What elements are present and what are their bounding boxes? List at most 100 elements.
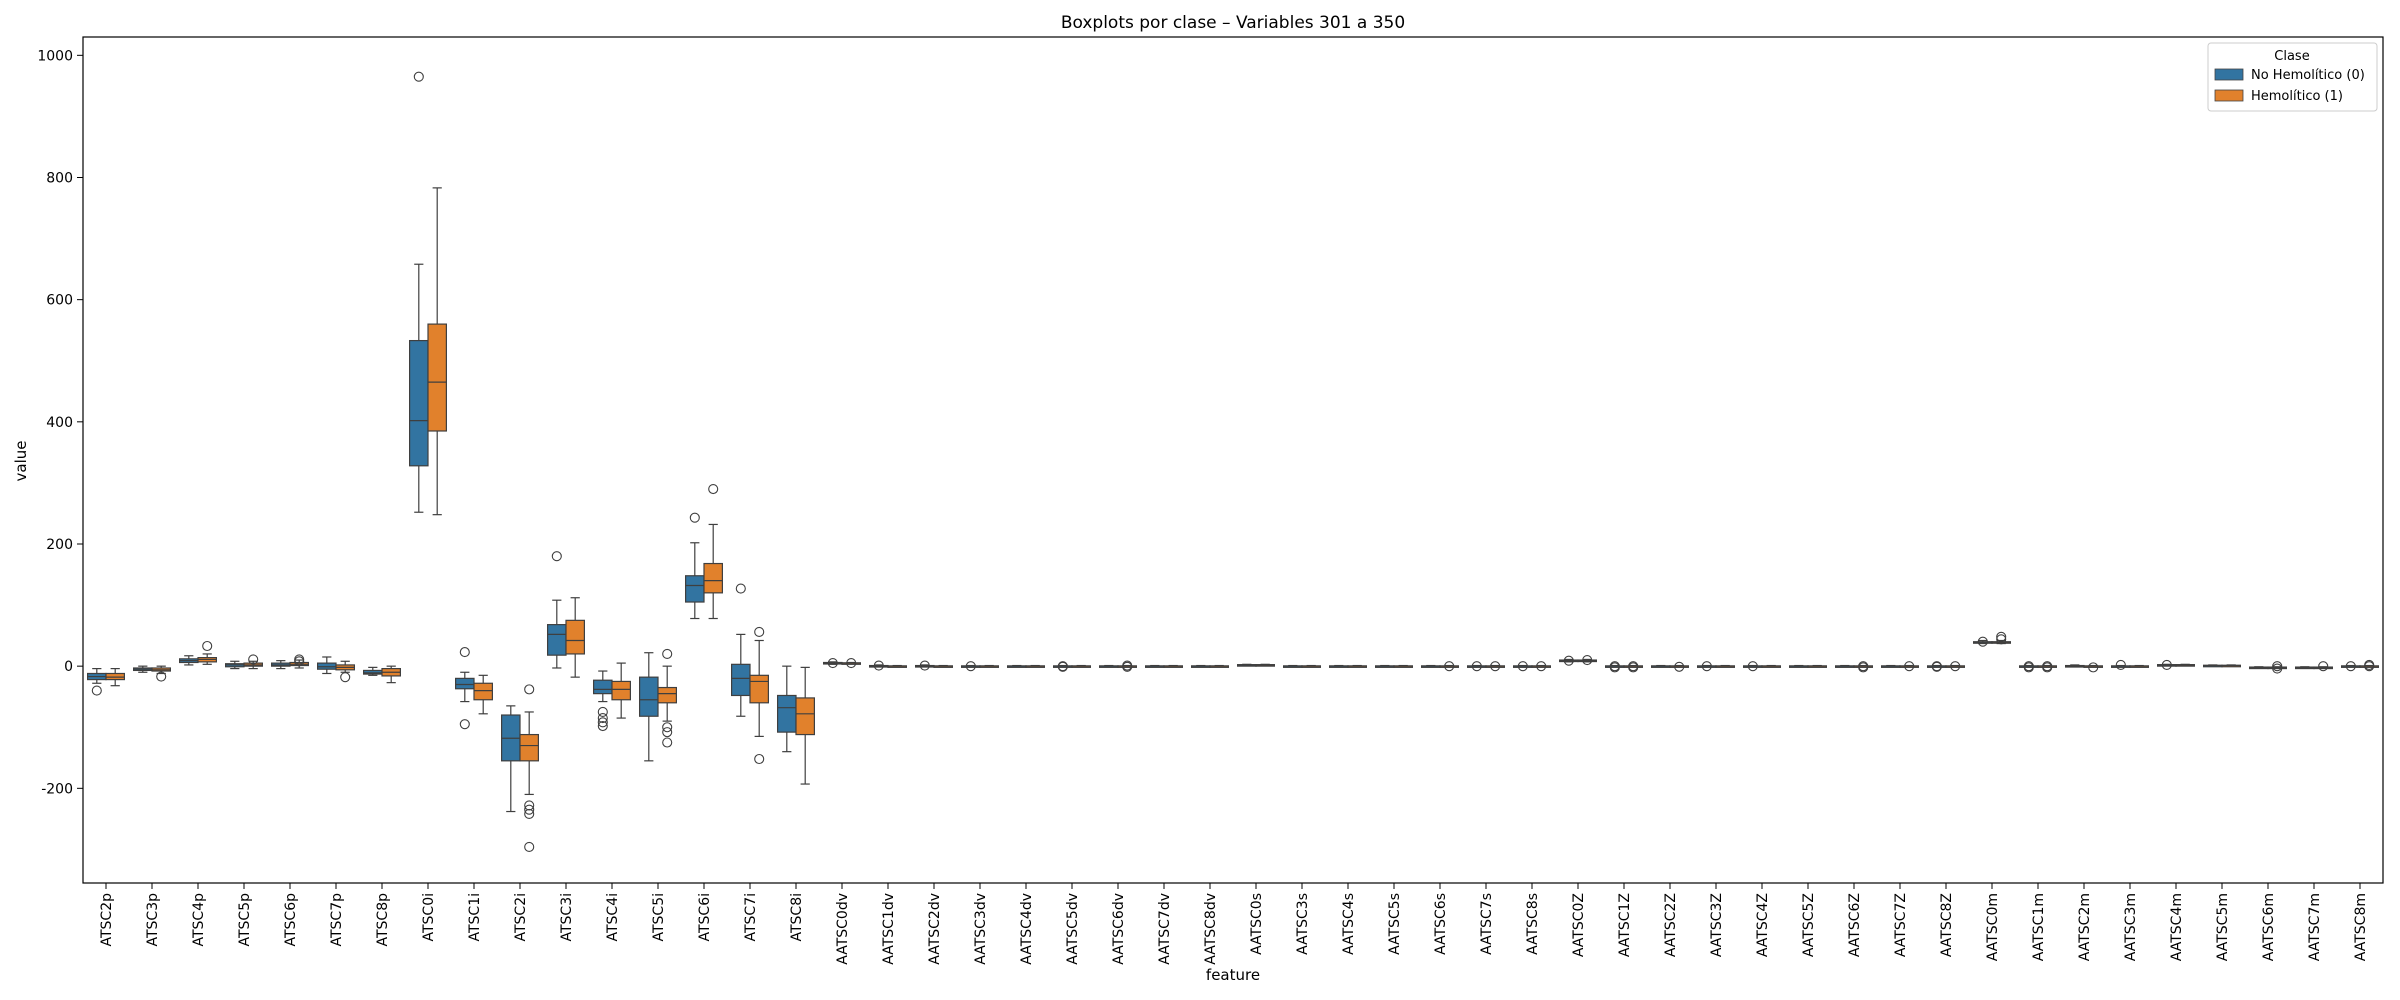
x-tick-label-atsc7i: ATSC7i (743, 893, 759, 942)
box-atsc2i-s1-outlier (524, 808, 535, 820)
box-atsc4i-s0-outlier (597, 720, 608, 732)
x-tick-label-atsc5p: ATSC5p (237, 893, 253, 947)
box-atsc3i-s1-iqr (565, 619, 585, 655)
box-atsc5i-s1-outlier (662, 737, 673, 748)
box-aatsc6s-s1-outlier (1444, 661, 1455, 672)
legend-label-hemolitico: Hemolítico (1) (2251, 89, 2343, 104)
legend-frame (2207, 42, 2378, 112)
x-tick-label-atsc6i: ATSC6i (697, 893, 713, 942)
box-atsc8i-s0-iqr (776, 694, 797, 733)
box-aatsc4z-s0-outlier (1747, 661, 1758, 672)
y-tick-label: -200 (41, 781, 73, 797)
x-tick-label-aatsc7m: AATSC7m (2307, 893, 2323, 961)
box-atsc5i-s1-outlier (662, 722, 673, 733)
box-atsc6i-s1-iqr (703, 562, 723, 594)
x-tick-label-aatsc2dv: AATSC2dv (927, 893, 943, 965)
y-tick-label: 1000 (37, 48, 73, 64)
x-tick-label-aatsc6z: AATSC6Z (1847, 893, 1863, 957)
box-atsc8p-s0-iqr (363, 669, 383, 675)
x-tick-label-aatsc3dv: AATSC3dv (973, 893, 989, 965)
x-tick-label-aatsc3s: AATSC3s (1295, 893, 1311, 955)
x-tick-label-aatsc3z: AATSC3Z (1709, 893, 1725, 957)
x-tick-label-atsc2p: ATSC2p (99, 893, 115, 947)
box-aatsc4m-s0-outlier (2161, 659, 2172, 670)
box-aatsc0z-s1-outlier (1582, 654, 1593, 666)
box-atsc7i-s0-iqr (730, 663, 751, 697)
x-tick-label-atsc8i: ATSC8i (789, 893, 805, 942)
box-atsc4i-s1-iqr (611, 680, 631, 701)
x-tick-label-aatsc4dv: AATSC4dv (1019, 893, 1035, 965)
box-atsc5i-s1-outlier (662, 648, 673, 659)
x-tick-label-aatsc1dv: AATSC1dv (881, 893, 897, 965)
box-atsc7i-s1-outlier (754, 626, 765, 637)
legend-swatch-no-hemolitico (2214, 68, 2244, 81)
box-atsc6p-s1-outlier (294, 654, 305, 665)
x-tick-label-aatsc5s: AATSC5s (1387, 893, 1403, 955)
box-aatsc6dv-s1-outlier (1122, 660, 1133, 671)
box-aatsc2dv-s0-outlier (919, 660, 930, 671)
x-tick-label-aatsc2z: AATSC2Z (1663, 893, 1679, 957)
plot-area: -200 0 200 400 600 800 1000 ATSC2p ATSC3p ATSC4p A… (37, 48, 2379, 965)
box-aatsc1m-s0-outlier (2023, 662, 2034, 673)
x-tick-label-atsc6p: ATSC6p (283, 893, 299, 947)
x-tick-label-aatsc4m: AATSC4m (2169, 893, 2185, 961)
x-tick-label-aatsc5z: AATSC5Z (1801, 893, 1817, 957)
box-atsc3i-s0-iqr (546, 624, 567, 656)
box-atsc5i-s1-outlier (662, 727, 673, 738)
x-tick-label-aatsc5dv: AATSC5dv (1065, 893, 1081, 965)
box-atsc6i-s0-outlier (689, 512, 700, 523)
y-tick-label: 200 (46, 537, 73, 553)
box-atsc5i-s1-iqr (657, 686, 677, 704)
box-aatsc7s-s0-outlier (1471, 661, 1482, 672)
box-aatsc8s-s0-outlier (1517, 661, 1528, 672)
x-tick-label-atsc4p: ATSC4p (191, 893, 207, 947)
box-atsc1i-s1-iqr (473, 682, 493, 701)
x-tick-label-aatsc6dv: AATSC6dv (1111, 893, 1127, 965)
y-tick-label: 800 (46, 170, 73, 186)
x-tick-label-aatsc1m: AATSC1m (2031, 893, 2047, 961)
box-aatsc1z-s0-outlier (1609, 662, 1620, 673)
box-aatsc8z-s1-outlier (1950, 661, 1961, 672)
box-aatsc2m-s1-outlier (2088, 662, 2099, 673)
x-tick-label-atsc3i: ATSC3i (559, 893, 575, 942)
x-tick-label-atsc0i: ATSC0i (421, 893, 437, 942)
box-aatsc1dv-s0-outlier (873, 660, 884, 671)
box-atsc0i-s1-iqr (427, 323, 447, 432)
x-tick-label-aatsc0s: AATSC0s (1249, 893, 1265, 955)
box-atsc5i-s0-iqr (638, 676, 659, 717)
x-tick-label-aatsc4s: AATSC4s (1341, 893, 1357, 955)
box-aatsc0m-s1-outlier (1996, 634, 2007, 645)
box-atsc2i-s1-outlier (524, 841, 535, 853)
x-tick-label-aatsc6s: AATSC6s (1433, 893, 1449, 955)
box-aatsc8m-s1-outlier (2364, 659, 2375, 670)
box-atsc0i-s0-outlier (413, 71, 424, 82)
box-aatsc3m-s0-outlier (2115, 659, 2126, 670)
box-atsc2i-s1-outlier (524, 684, 535, 695)
box-atsc1i-s0-outlier (459, 647, 470, 658)
x-tick-label-aatsc0z: AATSC0Z (1571, 893, 1587, 957)
x-tick-label-atsc3p: ATSC3p (145, 893, 161, 947)
box-atsc2i-s1-outlier (524, 804, 535, 815)
y-axis-title: value (12, 441, 30, 482)
x-tick-label-aatsc7s: AATSC7s (1479, 893, 1495, 955)
box-atsc2p-s0-outlier (91, 685, 102, 696)
x-tick-label-aatsc8m: AATSC8m (2353, 893, 2369, 961)
x-tick-label-aatsc7z: AATSC7Z (1893, 893, 1909, 957)
box-atsc7i-s1-outlier (754, 753, 765, 765)
box-atsc8i-s1-iqr (795, 697, 815, 736)
y-tick-label: 400 (46, 415, 73, 431)
x-tick-label-atsc5i: ATSC5i (651, 893, 667, 942)
box-atsc3p-s1-outlier (156, 671, 167, 682)
x-tick-label-aatsc0m: AATSC0m (1985, 893, 2001, 961)
box-atsc6i-s1-outlier (708, 483, 719, 495)
legend-swatch-hemolitico (2214, 89, 2244, 102)
x-tick-label-aatsc3m: AATSC3m (2123, 893, 2139, 961)
box-aatsc6m-s1-outlier (2272, 661, 2283, 672)
x-tick-label-aatsc1z: AATSC1Z (1617, 893, 1633, 957)
box-aatsc7z-s1-outlier (1904, 661, 1915, 672)
box-atsc4i-s0-outlier (597, 713, 608, 724)
box-aatsc8z-s0-outlier (1931, 661, 1942, 672)
box-atsc7i-s1-iqr (749, 674, 769, 704)
